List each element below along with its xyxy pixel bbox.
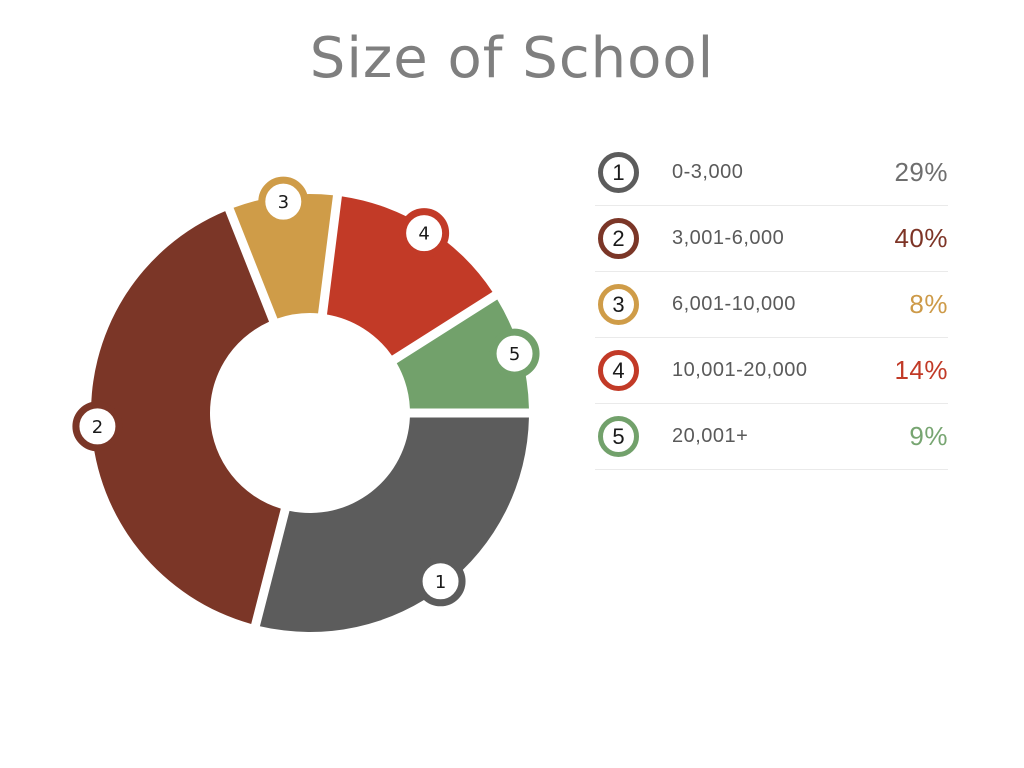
legend-marker-5: 5 bbox=[598, 416, 639, 457]
legend-percent-2: 40% bbox=[894, 223, 948, 253]
legend-marker-4: 4 bbox=[598, 350, 639, 391]
legend-label-1: 0-3,000 bbox=[672, 161, 744, 183]
donut-slice-5 bbox=[396, 299, 529, 409]
legend-percent-5: 9% bbox=[909, 421, 948, 451]
slice-marker-3 bbox=[258, 176, 309, 227]
donut-slice-1 bbox=[259, 417, 529, 632]
legend: 1 0-3,000 29% 2 3,001-6,000 40% 3 6,001-10,000 8… bbox=[595, 140, 948, 470]
slice-marker-number-2: 2 bbox=[92, 417, 103, 438]
slice-marker-number-5: 5 bbox=[509, 344, 520, 365]
legend-row-1: 1 0-3,000 29% bbox=[595, 140, 948, 206]
slice-marker-number-3: 3 bbox=[278, 192, 289, 213]
legend-marker-3: 3 bbox=[598, 284, 639, 325]
legend-marker-2: 2 bbox=[598, 218, 639, 259]
slice-marker-number-1: 1 bbox=[435, 572, 446, 593]
legend-row-3: 3 6,001-10,000 8% bbox=[595, 272, 948, 338]
legend-label-2: 3,001-6,000 bbox=[672, 227, 785, 249]
legend-row-2: 2 3,001-6,000 40% bbox=[595, 206, 948, 272]
legend-label-5: 20,001+ bbox=[672, 425, 749, 447]
slice-marker-1 bbox=[415, 556, 466, 607]
legend-marker-1: 1 bbox=[598, 152, 639, 193]
donut-chart: 1 2 3 4 5 bbox=[72, 176, 540, 632]
legend-percent-1: 29% bbox=[894, 157, 948, 187]
legend-percent-3: 8% bbox=[909, 289, 948, 319]
donut-slice-4 bbox=[326, 196, 493, 356]
legend-row-5: 5 20,001+ 9% bbox=[595, 404, 948, 470]
legend-label-3: 6,001-10,000 bbox=[672, 293, 796, 315]
slice-marker-4 bbox=[399, 208, 450, 259]
slice-marker-2 bbox=[72, 401, 123, 452]
donut-slice-2 bbox=[90, 211, 281, 624]
legend-label-4: 10,001-20,000 bbox=[672, 359, 808, 381]
slice-marker-5 bbox=[489, 328, 540, 379]
donut-slice-3 bbox=[233, 194, 333, 319]
legend-percent-4: 14% bbox=[894, 355, 948, 385]
chart-title: Size of School bbox=[309, 26, 715, 91]
slice-marker-number-4: 4 bbox=[418, 224, 429, 245]
legend-row-4: 4 10,001-20,000 14% bbox=[595, 338, 948, 404]
